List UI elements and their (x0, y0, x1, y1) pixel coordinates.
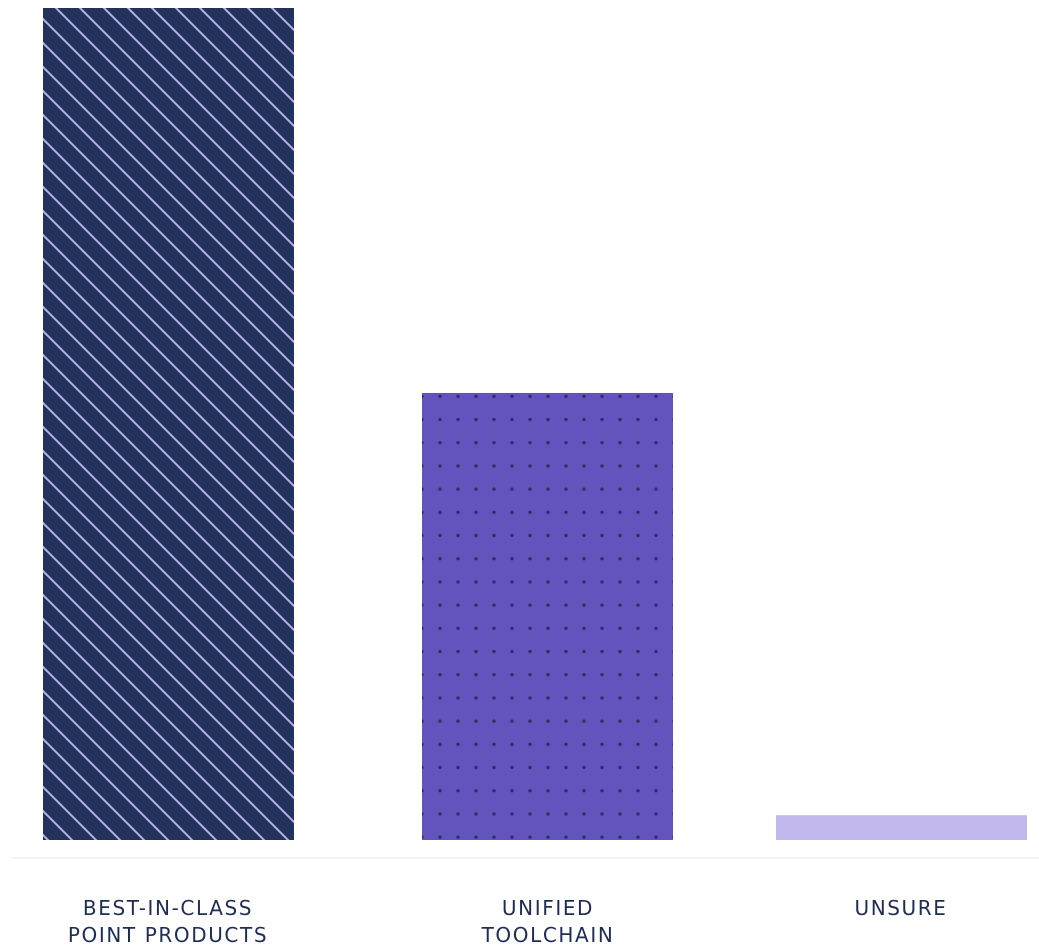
bar-unified-toolchain (422, 392, 673, 840)
category-label-line: UNIFIED (501, 896, 595, 920)
bars-group (43, 8, 1027, 840)
category-label: UNSURE (751, 895, 1039, 922)
category-label: UNIFIED TOOLCHAIN (398, 895, 698, 949)
category-label-line: UNSURE (854, 896, 948, 920)
category-label-line: TOOLCHAIN (481, 923, 615, 947)
bar-best-in-class-point-products (43, 8, 294, 840)
category-label: BEST-IN-CLASS POINT PRODUCTS (18, 895, 318, 949)
bar-unsure (776, 815, 1027, 840)
category-label-line: BEST-IN-CLASS (82, 896, 254, 920)
category-label-line: POINT PRODUCTS (67, 923, 269, 947)
